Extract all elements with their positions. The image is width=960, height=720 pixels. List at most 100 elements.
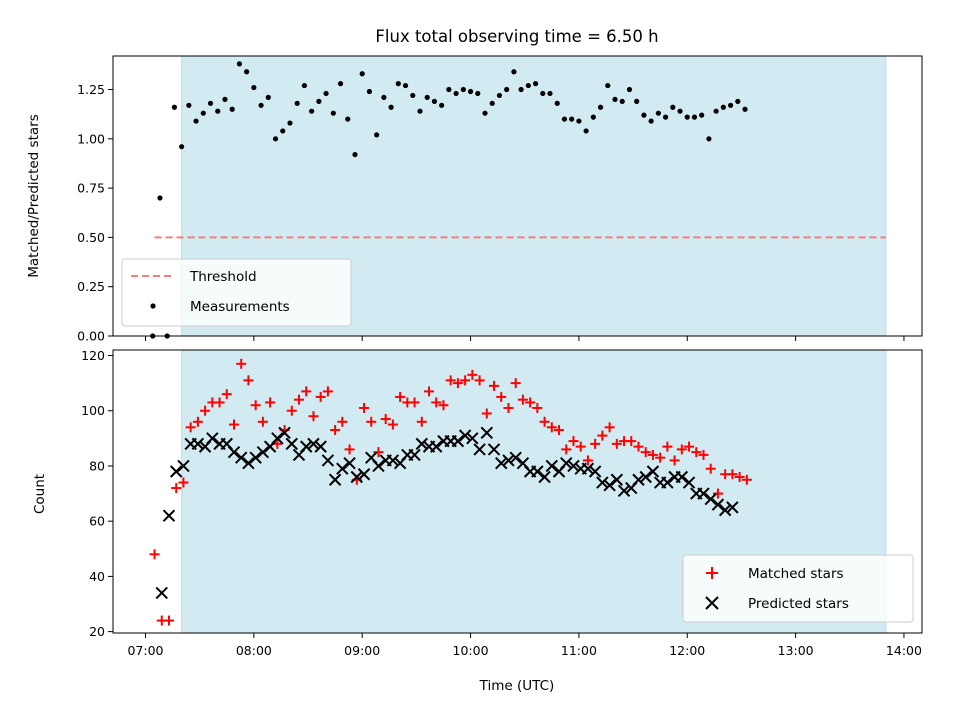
matched-star-point	[301, 386, 312, 397]
measurement-point	[561, 116, 568, 122]
predicted-star-point	[191, 437, 205, 451]
predicted-star-point	[451, 434, 465, 448]
matched-star-point	[214, 397, 225, 408]
predicted-star-point	[675, 470, 689, 484]
bottom-y-tick-label: 60	[89, 514, 105, 529]
matched-star-point	[308, 411, 319, 422]
top-y-axis-title: Matched/Predicted stars	[26, 114, 42, 277]
matched-star-point	[243, 375, 254, 386]
measurement-point	[648, 118, 654, 124]
predicted-star-point	[726, 501, 739, 514]
predicted-star-point	[300, 440, 313, 453]
matched-star-point	[676, 444, 687, 455]
measurement-point	[294, 100, 300, 106]
predicted-star-point	[567, 459, 580, 473]
measurement-point	[735, 98, 741, 104]
predicted-star-point	[278, 426, 291, 440]
bottom-x-tick-label: 10:00	[453, 643, 489, 658]
matched-star-point	[655, 452, 666, 463]
predicted-star-point	[610, 473, 624, 486]
matched-star-point	[611, 438, 622, 449]
bottom-y-tick-label: 20	[89, 624, 105, 639]
measurement-point	[352, 151, 358, 158]
bottom-legend-box	[682, 554, 914, 623]
measurement-point	[179, 144, 185, 150]
measurement-point	[424, 94, 430, 101]
matched-star-point	[315, 391, 326, 402]
matched-star-point	[669, 455, 680, 466]
predicted-star-point	[307, 437, 320, 451]
measurement-point	[345, 116, 351, 122]
measurement-point	[265, 94, 271, 101]
measurement-point	[525, 82, 531, 89]
matched-star-point	[286, 405, 297, 416]
measurement-point	[236, 61, 243, 67]
matched-star-point	[698, 449, 709, 460]
measurement-point	[280, 128, 286, 134]
matched-star-point	[265, 397, 276, 408]
predicted-star-point	[603, 479, 616, 492]
predicted-star-point	[697, 487, 710, 500]
predicted-star-point	[336, 462, 349, 475]
measurement-point	[590, 114, 596, 120]
matched-star-point	[575, 441, 586, 452]
measurement-point	[337, 81, 344, 87]
matched-star-point	[496, 391, 507, 402]
measurement-point	[258, 102, 264, 108]
matched-star-point	[604, 422, 615, 433]
measurement-point	[720, 104, 726, 110]
matched-star-point	[416, 416, 427, 427]
matched-star-point	[221, 389, 232, 400]
measurement-point	[655, 110, 661, 116]
matched-star-point	[691, 447, 702, 458]
measurement-point	[359, 71, 365, 77]
bottom-y-tick-label: 100	[81, 403, 105, 418]
legend-matched-swatch	[706, 567, 718, 579]
measurement-point	[316, 98, 322, 104]
matched-star-point	[539, 416, 550, 427]
measurement-point	[677, 108, 683, 114]
predicted-star-point	[682, 476, 696, 489]
measurement-point	[475, 90, 481, 97]
predicted-stars-series	[155, 426, 739, 600]
measurement-point	[706, 136, 712, 142]
measurement-point	[540, 90, 546, 97]
measurement-point	[626, 86, 633, 93]
predicted-star-point	[162, 509, 176, 522]
measurement-point	[207, 100, 214, 106]
matched-star-point	[322, 386, 333, 397]
measurement-point	[511, 69, 517, 75]
measurement-point	[662, 114, 669, 120]
matched-star-point	[257, 416, 268, 427]
matched-star-point	[359, 402, 370, 413]
predicted-star-point	[560, 456, 573, 470]
predicted-star-point	[285, 437, 298, 451]
predicted-star-point	[169, 465, 183, 478]
bottom-y-tick-label: 40	[89, 569, 105, 584]
measurement-point	[215, 108, 221, 114]
predicted-star-point	[155, 586, 168, 600]
predicted-star-point	[588, 465, 602, 478]
predicted-star-point	[357, 468, 371, 481]
measurement-point	[453, 90, 459, 97]
measurement-point	[272, 136, 279, 142]
matched-star-point	[481, 408, 492, 419]
predicted-star-point	[256, 445, 270, 459]
matched-star-point	[503, 402, 514, 413]
matched-star-point	[380, 414, 391, 425]
top-y-tick-label: 0.75	[77, 181, 105, 196]
measurement-point	[193, 118, 199, 124]
measurement-point	[634, 98, 640, 104]
matched-star-point	[662, 441, 673, 452]
measurement-point	[569, 116, 575, 122]
bottom-x-tick-label: 12:00	[669, 643, 705, 658]
matched-star-point	[626, 436, 637, 447]
measurement-point	[402, 82, 409, 89]
measurement-point	[467, 88, 474, 95]
bottom-y-axis: 20 40 60 80 100 120	[81, 348, 113, 639]
measurement-point	[157, 195, 163, 201]
measurement-point	[518, 86, 524, 93]
measurement-point	[431, 98, 438, 104]
legend-threshold-label: Threshold	[189, 269, 257, 285]
matched-star-point	[546, 422, 557, 433]
